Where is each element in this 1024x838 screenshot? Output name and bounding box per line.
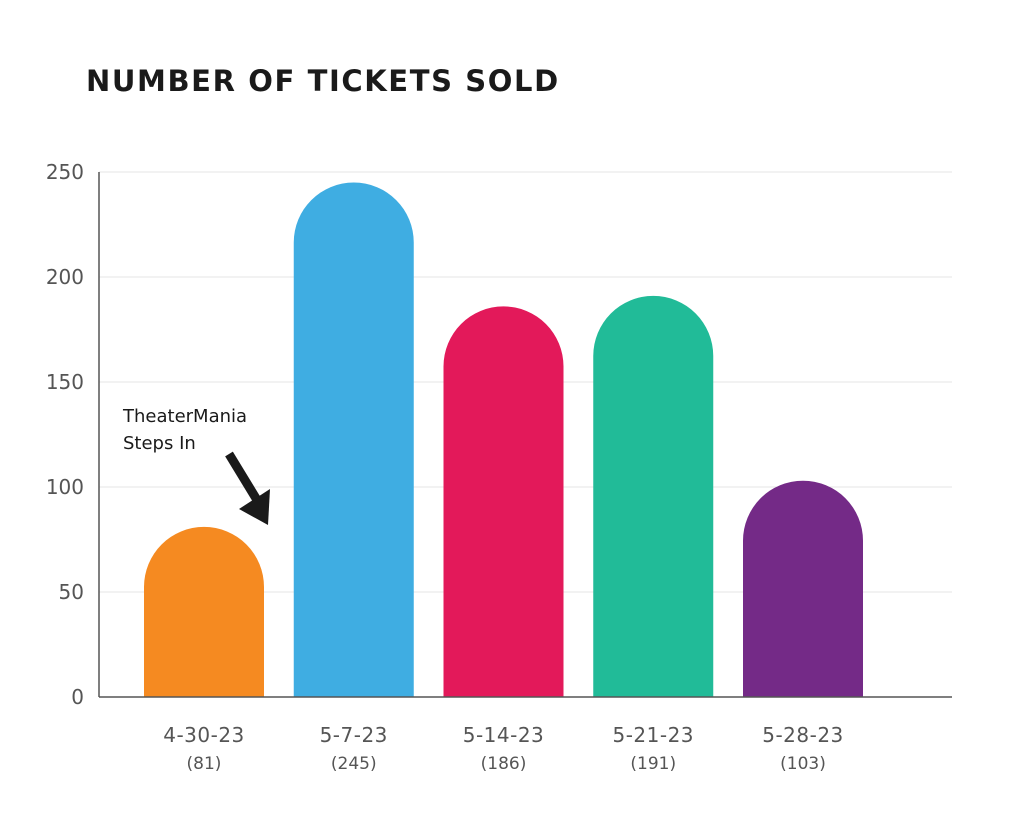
x-tick-label: 5-14-23 bbox=[463, 723, 545, 747]
bars bbox=[144, 182, 863, 698]
y-tick-label: 100 bbox=[46, 475, 84, 499]
y-tick-label: 200 bbox=[46, 265, 84, 289]
y-axis-ticks: 0 50 100 150 200 250 bbox=[46, 160, 84, 709]
x-axis-labels: 4-30-23 (81) 5-7-23 (245) 5-14-23 (186) 5-21-2… bbox=[163, 723, 844, 774]
chart-title: NUMBER OF TICKETS SOLD bbox=[86, 64, 560, 98]
x-tick-label: 5-28-23 bbox=[762, 723, 844, 747]
data-label: (245) bbox=[331, 754, 377, 774]
bar bbox=[144, 526, 264, 697]
y-tick-label: 150 bbox=[46, 370, 84, 394]
bar bbox=[443, 306, 564, 697]
bar bbox=[593, 295, 714, 697]
bar bbox=[293, 182, 414, 698]
y-tick-label: 0 bbox=[71, 685, 84, 709]
y-tick-label: 50 bbox=[59, 580, 84, 604]
data-label: (191) bbox=[630, 754, 676, 774]
annotation-line-2: Steps In bbox=[123, 433, 196, 454]
annotation: TheaterMania Steps In bbox=[122, 406, 270, 525]
data-label: (103) bbox=[780, 754, 826, 774]
annotation-arrow-icon bbox=[225, 451, 270, 525]
y-tick-label: 250 bbox=[46, 160, 84, 184]
x-tick-label: 5-21-23 bbox=[612, 723, 694, 747]
data-label: (81) bbox=[187, 754, 222, 774]
data-label: (186) bbox=[481, 754, 527, 774]
x-tick-label: 4-30-23 bbox=[163, 723, 245, 747]
axes bbox=[98, 172, 952, 698]
x-tick-label: 5-7-23 bbox=[320, 723, 388, 747]
annotation-line-1: TheaterMania bbox=[122, 406, 247, 427]
bar bbox=[743, 480, 863, 697]
